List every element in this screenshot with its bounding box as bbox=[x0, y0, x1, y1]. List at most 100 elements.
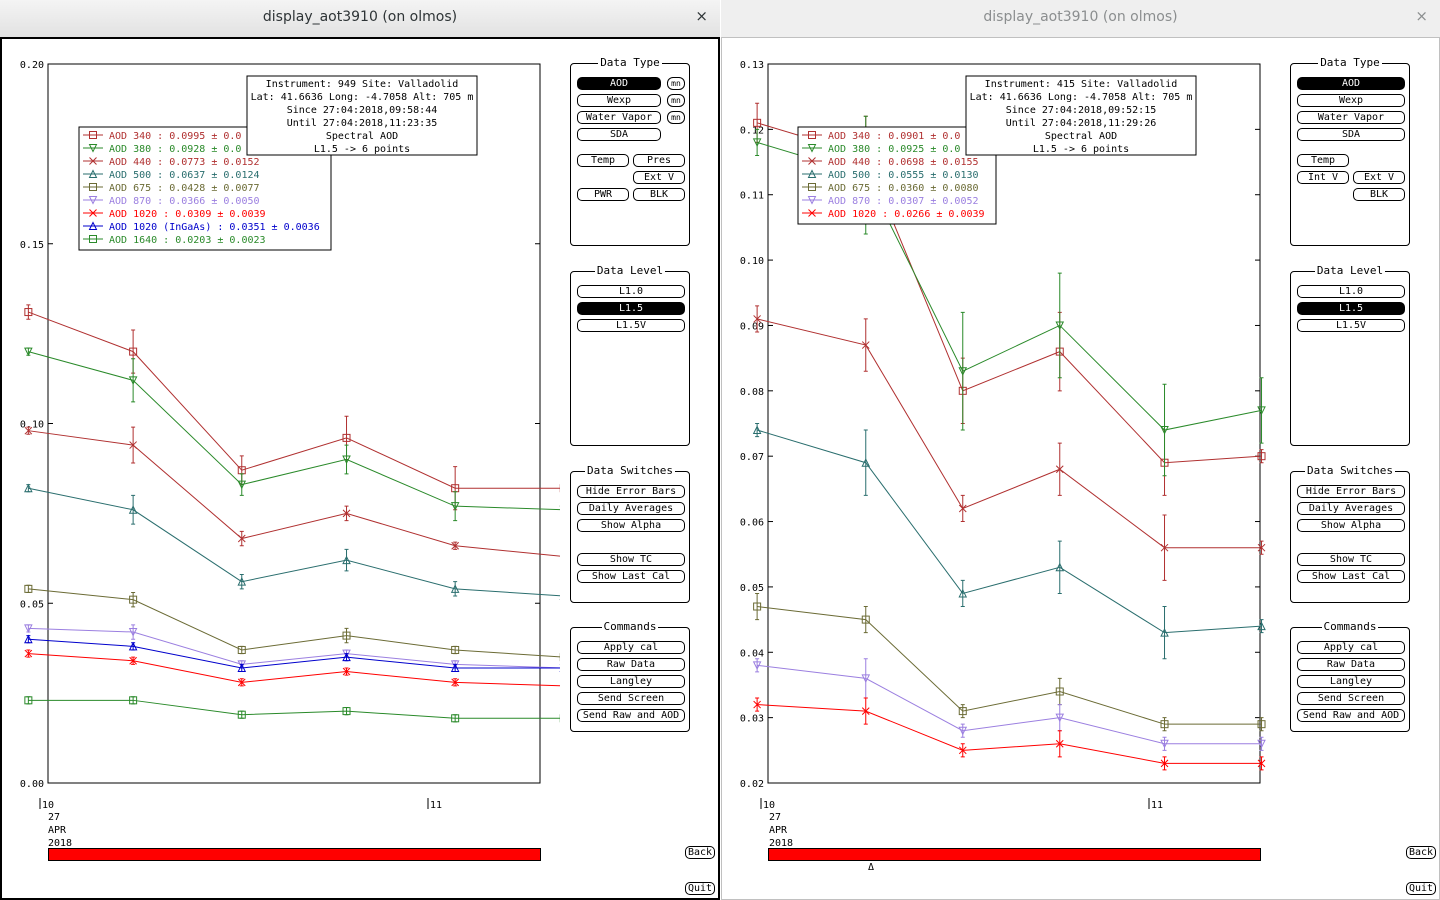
level-l15v-button[interactable]: L1.5V bbox=[577, 319, 685, 332]
series-aod-870 bbox=[24, 624, 560, 669]
level-l15-button[interactable]: L1.5 bbox=[1297, 302, 1405, 315]
sda-button[interactable]: SDA bbox=[1297, 128, 1405, 141]
wexp-mn-toggle[interactable]: mn bbox=[667, 94, 685, 107]
legend-entry: AOD 675 : 0.0360 ± 0.0080 bbox=[828, 183, 979, 194]
series-line bbox=[28, 627, 560, 669]
level-l15v-button[interactable]: L1.5V bbox=[1297, 319, 1405, 332]
daily-averages-button[interactable]: Daily Averages bbox=[577, 502, 685, 515]
quit-button[interactable]: Quit bbox=[685, 882, 716, 895]
info-line: Instrument: 949 Site: Valladolid bbox=[266, 79, 459, 90]
data-point bbox=[128, 628, 138, 637]
show-tc-button[interactable]: Show TC bbox=[1297, 553, 1405, 566]
blk-button[interactable]: BLK bbox=[633, 188, 685, 201]
int-v-button[interactable]: Int V bbox=[1297, 171, 1349, 184]
send-screen-button[interactable]: Send Screen bbox=[1297, 692, 1405, 705]
send-screen-button[interactable]: Send Screen bbox=[577, 692, 685, 705]
data-point bbox=[958, 707, 967, 716]
legend-marker bbox=[89, 131, 97, 139]
raw-data-button[interactable]: Raw Data bbox=[1297, 658, 1405, 671]
legend-marker bbox=[89, 235, 97, 243]
series-aod-340 bbox=[24, 304, 560, 511]
water-vapor-mn-toggle[interactable]: mn bbox=[667, 111, 685, 124]
level-l10-button[interactable]: L1.0 bbox=[577, 285, 685, 298]
marker-icon[interactable]: Δ bbox=[868, 862, 875, 873]
aod-button[interactable]: AOD bbox=[577, 77, 661, 90]
time-range-bar[interactable] bbox=[48, 848, 541, 861]
aod-mn-toggle[interactable]: mn bbox=[667, 77, 685, 90]
show-last-cal-button[interactable]: Show Last Cal bbox=[577, 570, 685, 583]
wexp-button[interactable]: Wexp bbox=[1297, 94, 1405, 107]
legend-marker bbox=[807, 196, 817, 205]
hide-error-bars-button[interactable]: Hide Error Bars bbox=[1297, 485, 1405, 498]
date-label: 27 bbox=[48, 812, 60, 823]
date-label: APR bbox=[769, 825, 788, 836]
window-content bbox=[0, 37, 720, 900]
info-box bbox=[246, 75, 478, 156]
langley-button[interactable]: Langley bbox=[577, 675, 685, 688]
data-point bbox=[1257, 759, 1266, 768]
series-line bbox=[28, 311, 560, 489]
send-raw-aod-button[interactable]: Send Raw and AOD bbox=[577, 709, 685, 722]
data-switches-panel: Data Switches Hide Error Bars Daily Aver… bbox=[1290, 464, 1410, 603]
info-line: Since 27:04:2018,09:58:44 bbox=[287, 105, 438, 116]
data-point bbox=[958, 746, 967, 755]
show-alpha-button[interactable]: Show Alpha bbox=[577, 519, 685, 532]
y-tick-label: 0.10 bbox=[740, 256, 764, 267]
info-line: Lat: 41.6636 Long: -4.7058 Alt: 705 m bbox=[970, 92, 1193, 103]
time-range-bar[interactable] bbox=[768, 848, 1261, 861]
x-tick-label: 11 bbox=[1151, 800, 1163, 811]
series-line bbox=[28, 351, 560, 511]
back-button[interactable]: Back bbox=[685, 846, 716, 859]
quit-button[interactable]: Quit bbox=[1406, 882, 1437, 895]
data-point bbox=[1055, 321, 1065, 331]
legend-marker bbox=[807, 169, 817, 178]
temp-button[interactable]: Temp bbox=[1297, 154, 1349, 167]
data-point bbox=[342, 631, 351, 640]
blk-button[interactable]: BLK bbox=[1353, 188, 1405, 201]
series-aod-380 bbox=[24, 347, 560, 522]
error-bar bbox=[453, 581, 458, 597]
wexp-button[interactable]: Wexp bbox=[577, 94, 661, 107]
series-aod-675 bbox=[24, 584, 560, 662]
commands-panel: Commands Apply cal Raw Data Langley Send… bbox=[1290, 620, 1410, 732]
info-line: Instrument: 415 Site: Valladolid bbox=[985, 79, 1178, 90]
data-point bbox=[451, 678, 460, 687]
data-point bbox=[128, 505, 138, 514]
back-button[interactable]: Back bbox=[1406, 846, 1437, 859]
apply-cal-button[interactable]: Apply cal bbox=[1297, 641, 1405, 654]
water-vapor-button[interactable]: Water Vapor bbox=[577, 111, 661, 124]
send-raw-aod-button[interactable]: Send Raw and AOD bbox=[1297, 709, 1405, 722]
ext-v-button[interactable]: Ext V bbox=[633, 171, 685, 184]
legend-entry: AOD 870 : 0.0366 ± 0.0050 bbox=[109, 196, 260, 207]
data-point bbox=[342, 652, 351, 662]
temp-button[interactable]: Temp bbox=[577, 154, 629, 167]
daily-averages-button[interactable]: Daily Averages bbox=[1297, 502, 1405, 515]
legend-marker bbox=[808, 183, 816, 191]
ext-v-button[interactable]: Ext V bbox=[1353, 171, 1405, 184]
data-point bbox=[861, 615, 870, 624]
data-point bbox=[1160, 543, 1169, 552]
close-icon[interactable]: × bbox=[1415, 7, 1428, 25]
pwr-button[interactable]: PWR bbox=[577, 188, 629, 201]
title-bar[interactable]: display_aot3910 (on olmos) × bbox=[721, 0, 1440, 38]
close-icon[interactable]: × bbox=[695, 7, 708, 25]
show-last-cal-button[interactable]: Show Last Cal bbox=[1297, 570, 1405, 583]
show-alpha-button[interactable]: Show Alpha bbox=[1297, 519, 1405, 532]
data-point bbox=[753, 315, 761, 323]
water-vapor-button[interactable]: Water Vapor bbox=[1297, 111, 1405, 124]
level-l15-button[interactable]: L1.5 bbox=[577, 302, 685, 315]
apply-cal-button[interactable]: Apply cal bbox=[577, 641, 685, 654]
series-line bbox=[28, 487, 560, 597]
data-point bbox=[1257, 621, 1266, 631]
langley-button[interactable]: Langley bbox=[1297, 675, 1405, 688]
aod-button[interactable]: AOD bbox=[1297, 77, 1405, 90]
hide-error-bars-button[interactable]: Hide Error Bars bbox=[577, 485, 685, 498]
pres-button[interactable]: Pres bbox=[633, 154, 685, 167]
raw-data-button[interactable]: Raw Data bbox=[577, 658, 685, 671]
sda-button[interactable]: SDA bbox=[577, 128, 661, 141]
level-l10-button[interactable]: L1.0 bbox=[1297, 285, 1405, 298]
series-line bbox=[757, 318, 1262, 549]
y-tick-label: 0.02 bbox=[740, 779, 764, 790]
title-bar[interactable]: display_aot3910 (on olmos) × bbox=[0, 0, 720, 38]
show-tc-button[interactable]: Show TC bbox=[577, 553, 685, 566]
